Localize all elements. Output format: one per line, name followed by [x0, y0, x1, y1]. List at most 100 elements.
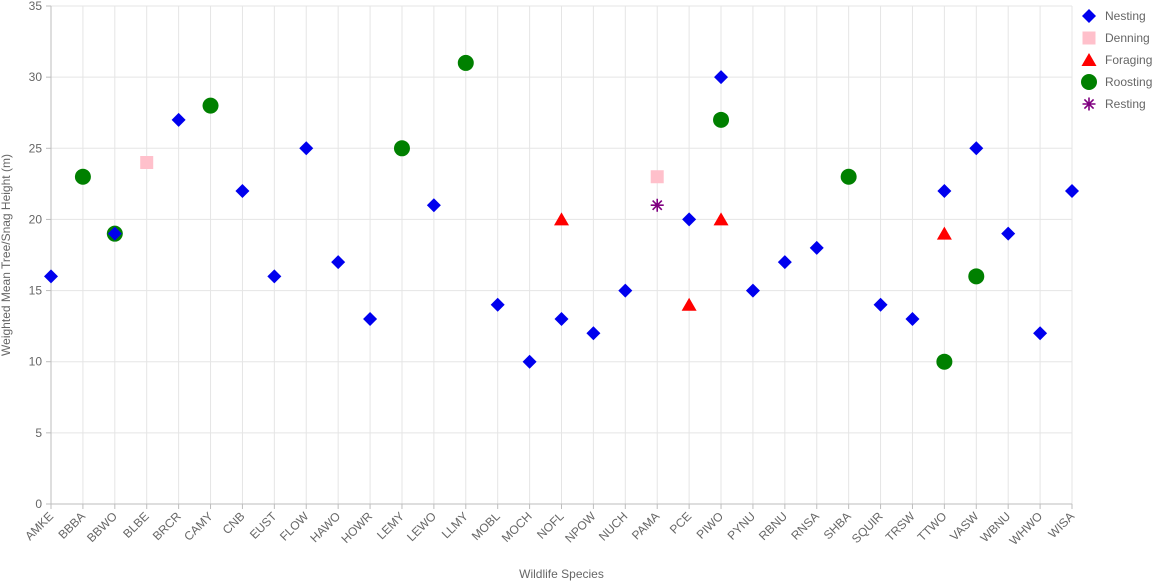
- x-tick-label: MOCH: [499, 509, 535, 545]
- legend-marker-roosting: [1081, 74, 1097, 90]
- data-point-nesting: [777, 255, 792, 270]
- data-point-denning: [650, 170, 664, 184]
- data-point-nesting: [554, 312, 569, 327]
- y-tick-label: 5: [35, 426, 42, 440]
- x-tick-label: BRCR: [150, 509, 184, 543]
- legend-marker-nesting: [1082, 9, 1096, 23]
- x-tick-label: FLOW: [277, 509, 312, 544]
- data-point-roosting: [202, 97, 219, 114]
- legend: Nesting Denning Foraging Roosting Resting: [1081, 9, 1152, 111]
- data-point-nesting: [1033, 326, 1048, 341]
- data-point-nesting: [490, 297, 505, 312]
- data-points: [44, 54, 1079, 370]
- x-tick-label: CAMY: [181, 509, 215, 543]
- y-tick-label: 25: [29, 141, 43, 155]
- y-tick-label: 30: [29, 70, 43, 84]
- data-point-nesting: [44, 269, 58, 284]
- data-point-nesting: [331, 255, 346, 270]
- data-point-nesting: [618, 283, 633, 298]
- y-tick-label: 20: [29, 212, 43, 226]
- data-point-nesting: [363, 312, 378, 327]
- x-tick-label: LLMY: [439, 509, 471, 541]
- legend-label: Resting: [1105, 97, 1146, 111]
- x-tick-label: NUCH: [596, 509, 630, 543]
- y-tick-label: 10: [29, 355, 43, 369]
- x-tick-label: TTWO: [915, 509, 950, 544]
- x-tick-label: NOFL: [534, 509, 567, 542]
- data-point-roosting: [457, 54, 474, 71]
- data-point-nesting: [745, 283, 760, 298]
- data-point-foraging: [713, 212, 729, 226]
- x-axis-title: Wildlife Species: [519, 567, 604, 581]
- data-point-nesting: [682, 212, 697, 227]
- data-point-nesting: [1001, 226, 1016, 241]
- x-tick-label: PAMA: [629, 509, 662, 542]
- x-tick-label: BBWO: [84, 509, 120, 545]
- x-tick-label: HAWO: [307, 509, 343, 545]
- series-nesting: [44, 70, 1079, 369]
- x-tick-label: MOBL: [469, 509, 503, 543]
- data-point-nesting: [809, 240, 824, 255]
- x-tick-label: EUST: [247, 509, 280, 542]
- data-point-roosting: [393, 140, 410, 157]
- legend-marker-foraging: [1081, 53, 1097, 66]
- data-point-nesting: [969, 141, 984, 156]
- data-point-roosting: [936, 353, 953, 370]
- series-denning: [140, 156, 664, 184]
- y-axis-tick-labels: 0 5 10 15 20 25 30 35: [29, 0, 43, 511]
- x-tick-label: RNSA: [788, 509, 821, 542]
- x-tick-label: PYNU: [725, 509, 758, 542]
- data-point-nesting: [426, 198, 441, 213]
- data-point-roosting: [74, 168, 91, 185]
- x-tick-label: WHWO: [1007, 509, 1046, 548]
- x-tick-label: AMKE: [22, 509, 56, 543]
- data-point-nesting: [235, 183, 250, 198]
- x-tick-label: HOWR: [338, 509, 375, 546]
- x-tick-label: TRSW: [883, 509, 918, 544]
- data-point-denning: [140, 156, 154, 170]
- data-point-roosting: [968, 268, 985, 285]
- y-tick-label: 0: [35, 497, 42, 511]
- x-tick-label: LEMY: [374, 509, 407, 542]
- data-point-nesting: [714, 70, 729, 85]
- data-point-nesting: [873, 297, 888, 312]
- y-tick-label: 15: [29, 284, 43, 298]
- data-point-nesting: [1065, 183, 1079, 198]
- x-tick-label: NPOW: [562, 509, 599, 546]
- grid: [50, 5, 1073, 505]
- legend-label: Roosting: [1105, 75, 1152, 89]
- legend-label: Nesting: [1105, 9, 1146, 23]
- data-point-foraging: [681, 297, 697, 311]
- data-point-nesting: [937, 183, 952, 198]
- x-tick-label: LEWO: [404, 509, 439, 544]
- data-point-foraging: [554, 212, 569, 226]
- y-axis-title: Weighted Mean Tree/Snag Height (m): [0, 154, 13, 356]
- data-point-nesting: [299, 141, 314, 156]
- series-resting: [650, 198, 664, 212]
- legend-marker-denning: [1082, 31, 1096, 45]
- legend-label: Denning: [1105, 31, 1150, 45]
- data-point-nesting: [905, 312, 920, 327]
- x-tick-label: PIWO: [694, 509, 727, 542]
- x-tick-label: RBNU: [756, 509, 790, 543]
- data-point-roosting: [840, 168, 857, 185]
- x-tick-label: VASW: [947, 509, 982, 544]
- data-point-nesting: [267, 269, 282, 284]
- x-tick-label: CNB: [220, 509, 248, 537]
- x-tick-label: PCE: [667, 509, 694, 536]
- data-point-nesting: [107, 226, 122, 241]
- y-tick-label: 35: [29, 0, 43, 13]
- legend-marker-resting: [1082, 97, 1096, 111]
- data-point-nesting: [522, 354, 537, 369]
- data-point-nesting: [586, 326, 601, 341]
- x-tick-label: BLBE: [120, 509, 152, 541]
- x-tick-label: WISA: [1046, 509, 1078, 541]
- data-point-resting: [650, 198, 664, 212]
- data-point-nesting: [171, 112, 186, 127]
- axes: [46, 5, 1073, 509]
- data-point-roosting: [713, 111, 730, 128]
- legend-label: Foraging: [1105, 53, 1152, 67]
- series-foraging: [554, 212, 952, 311]
